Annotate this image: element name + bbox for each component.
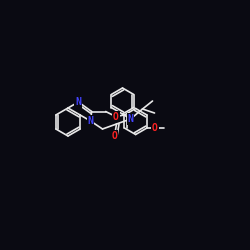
Text: O: O <box>112 131 117 141</box>
Text: N: N <box>128 114 134 124</box>
Text: N: N <box>88 116 94 126</box>
Text: N: N <box>76 97 81 107</box>
Text: O: O <box>113 112 118 122</box>
Text: O: O <box>152 123 158 133</box>
